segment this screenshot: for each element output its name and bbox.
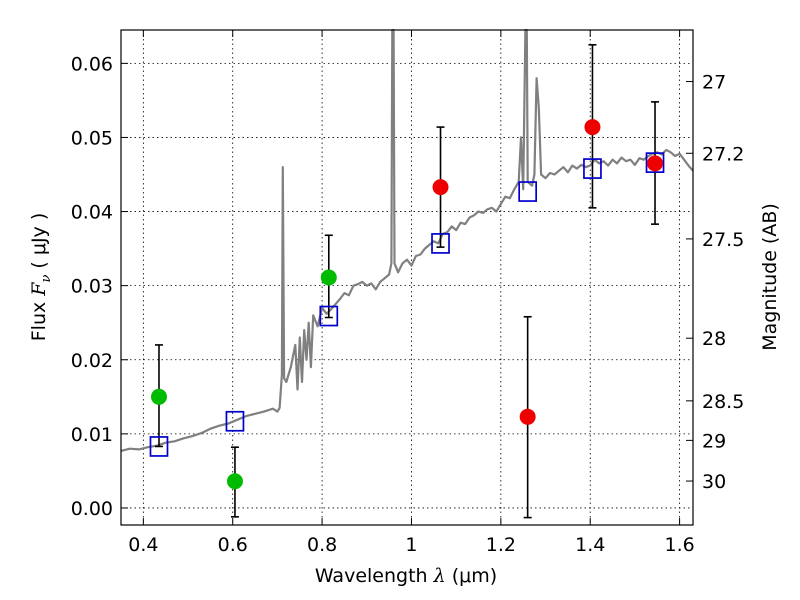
measurement-point-red <box>647 155 664 172</box>
y-tick-label: 0.04 <box>71 202 113 224</box>
y2-tick-label: 29 <box>702 430 726 452</box>
measurement-point-red <box>584 119 601 136</box>
y-tick-label: 0.06 <box>71 53 113 75</box>
y-tick-label: 0.01 <box>71 424 113 446</box>
x-axis-label: Wavelength λ (μm) <box>315 565 497 587</box>
measurement-point-red <box>432 179 449 196</box>
model-point <box>645 152 665 173</box>
model-point <box>431 233 450 254</box>
y2-tick-label: 27.2 <box>702 143 744 165</box>
x-tick-label: 0.4 <box>128 534 158 556</box>
y2-tick-label: 27 <box>702 72 726 94</box>
measurement-point-green <box>150 388 167 405</box>
spectrum-line <box>120 28 694 452</box>
y-tick-label: 0.03 <box>71 276 113 298</box>
model-point <box>518 181 538 202</box>
y-axis-ticks: 0.00 0.01 0.02 0.03 0.04 0.05 0.06 <box>71 53 128 520</box>
model-point <box>319 305 339 327</box>
y-tick-label: 0.00 <box>71 498 113 520</box>
y-axis-label: Flux Fν ( μJy ) <box>28 213 54 342</box>
measurement-point-red <box>519 408 536 425</box>
x-tick-label: 1 <box>405 534 417 556</box>
y2-axis-ticks: 27 27.2 27.5 28 28.5 29 30 <box>686 72 744 493</box>
y2-tick-label: 27.5 <box>702 229 744 251</box>
grid-lines <box>121 30 693 525</box>
x-tick-label: 0.6 <box>218 534 248 556</box>
y2-tick-label: 30 <box>702 471 726 493</box>
x-tick-label: 1.6 <box>664 534 694 556</box>
spectrum-layer <box>120 28 694 452</box>
model-point <box>225 410 245 432</box>
y-tick-label: 0.05 <box>71 127 113 149</box>
x-axis-ticks: 0.4 0.6 0.8 1 1.2 1.4 1.6 <box>128 30 695 556</box>
y2-axis-label: Magnitude (AB) <box>759 203 781 351</box>
model-point <box>149 436 169 457</box>
measurement-point-green <box>320 269 337 286</box>
x-tick-label: 0.8 <box>307 534 337 556</box>
y2-tick-label: 28 <box>702 328 726 350</box>
y-tick-label: 0.02 <box>71 350 113 372</box>
y2-tick-label: 28.5 <box>702 391 744 413</box>
model-points-layer <box>149 152 665 457</box>
x-tick-label: 1.2 <box>486 534 516 556</box>
x-tick-label: 1.4 <box>575 534 605 556</box>
measurement-point-green <box>226 473 243 490</box>
measurement-points-layer <box>150 119 664 490</box>
plot-frame <box>120 29 694 526</box>
model-point <box>583 158 602 179</box>
